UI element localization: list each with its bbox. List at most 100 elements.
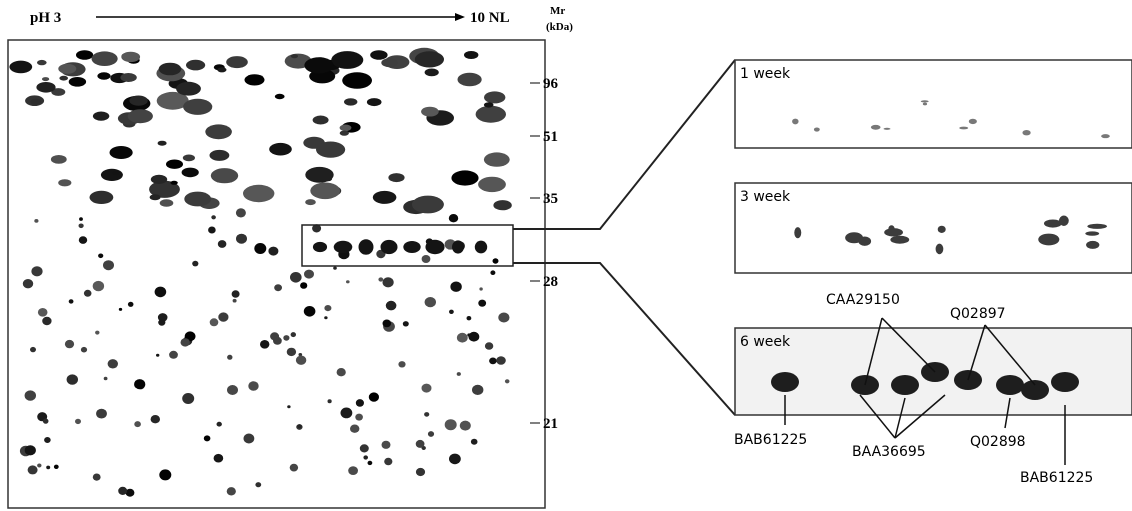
spot [100,168,123,181]
spot [192,260,199,267]
annotation-lines [784,317,1066,465]
spot [464,51,479,59]
spot [959,126,969,130]
spot [324,305,332,312]
spot [76,50,94,60]
spot [450,281,462,292]
spot [205,124,232,140]
spot [120,73,137,82]
spot [858,236,872,246]
spot [449,309,454,314]
spot [381,58,398,68]
spot [227,385,238,395]
spot [129,95,148,106]
spot [217,240,227,248]
marker-label: 35 [543,191,558,207]
spot [30,98,42,105]
pointer [859,394,896,439]
spot [378,277,384,282]
annotation: BAA36695 [852,444,926,460]
spot [483,152,510,167]
spot [68,77,87,87]
spot [472,384,484,395]
pointer [967,324,986,381]
spot [489,357,497,365]
spot [118,307,123,311]
pointer [1004,397,1011,429]
spot [457,72,482,87]
spot [304,269,314,279]
spot [312,224,322,233]
spot [103,376,108,381]
spot [78,236,88,244]
spot [274,93,285,100]
spot [414,51,444,68]
spot [415,467,426,477]
spot [305,166,334,183]
spot [218,312,229,322]
spot [127,301,134,307]
annotation: CAA29150 [826,292,900,308]
spot [290,272,302,283]
spot [295,355,307,365]
spot [157,313,168,322]
spot [169,350,178,359]
spot [1022,129,1031,136]
spot [1085,231,1100,236]
ph-start: pH 3 [30,10,61,26]
spot [456,332,468,343]
spot [89,190,114,204]
spot [75,418,81,425]
spot [355,413,363,421]
spot [385,300,397,311]
spot [478,299,487,307]
zoom-line [513,59,736,230]
spot [883,127,891,130]
spot [382,277,394,288]
spot [870,124,881,130]
annotation: Q02897 [950,306,1006,322]
spot [226,487,236,496]
spot [226,56,248,69]
spot [268,246,279,256]
spot [346,280,350,284]
spot [27,465,38,475]
spot [213,453,224,463]
spot [203,435,211,442]
spot [254,243,267,254]
spot [159,469,172,481]
spot [42,418,49,424]
spot [415,439,425,448]
spot [150,415,160,424]
spot [424,412,430,417]
spot [112,170,120,175]
spot [310,182,341,200]
spot [158,62,182,76]
spot [51,88,66,96]
spot [937,225,946,233]
spot [336,368,346,377]
spot [298,353,303,357]
spot [149,180,180,198]
spot [182,393,195,404]
spot [36,82,56,93]
ph-arrowhead [455,13,465,21]
spot [424,68,439,77]
spot [427,431,435,437]
spot [484,342,494,350]
spot [424,297,436,308]
spot [176,81,201,96]
spot [935,243,944,255]
spot [92,473,101,481]
spot [9,60,33,74]
spot [149,194,161,201]
marker-label: 21 [543,416,558,432]
marker-label: 51 [543,129,558,145]
spot [372,190,397,204]
spot [255,482,262,488]
spot [92,111,110,121]
spot [340,407,353,419]
spot [459,420,471,431]
spot [290,54,298,59]
spot [398,361,406,368]
